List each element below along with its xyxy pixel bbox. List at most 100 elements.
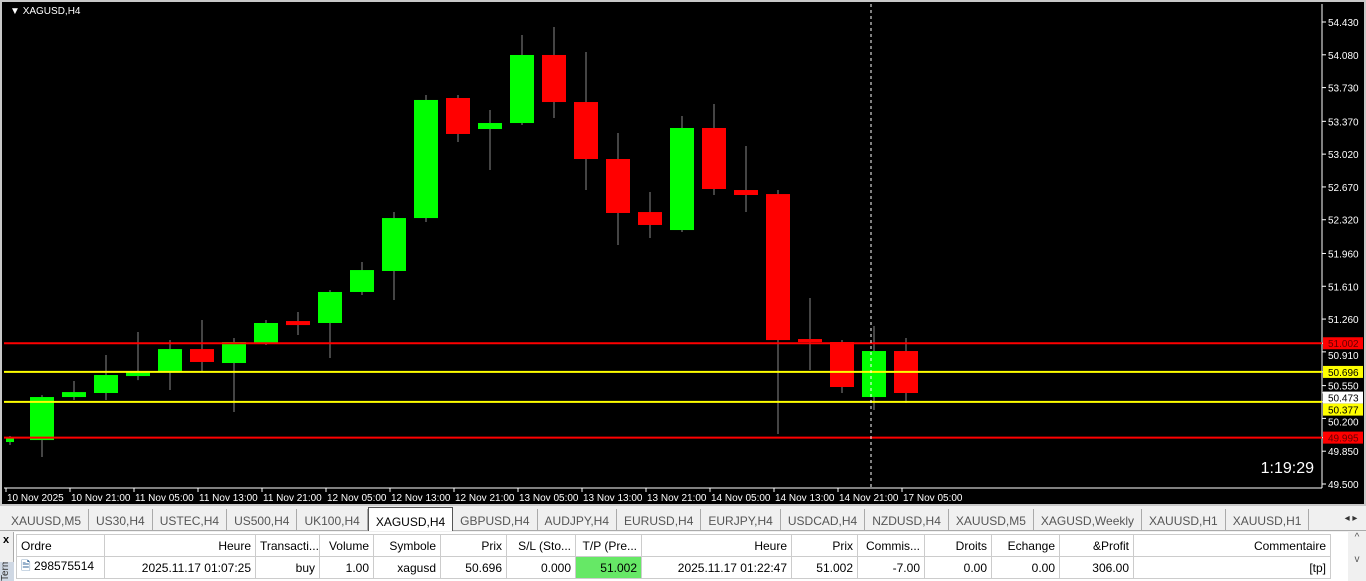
chart-tab[interactable]: XAGUSD,H4	[367, 507, 454, 531]
column-header[interactable]: Transacti...	[255, 534, 320, 557]
chart-tab[interactable]: XAGUSD,Weekly	[1034, 509, 1143, 531]
time-tick-label: 11 Nov 13:00	[199, 493, 258, 504]
table-cell: 1.00	[319, 556, 374, 579]
chart-tab[interactable]: USTEC,H4	[153, 509, 228, 531]
terminal-side-bar: x Terminal	[0, 532, 14, 581]
tab-strip: XAUUSD,M5 US30,H4 USTEC,H4 US500,H4 UK100,H4…	[4, 507, 1336, 531]
price-tick-label: 49.850	[1328, 447, 1359, 458]
bullish-candle	[350, 270, 374, 292]
column-header[interactable]: Heure	[104, 534, 256, 557]
chart-tab[interactable]: EURJPY,H4	[701, 509, 781, 531]
column-header[interactable]: T/P (Pre...	[575, 534, 642, 557]
bullish-candle	[62, 392, 86, 398]
bullish-candle	[862, 351, 886, 398]
chart-tab[interactable]: AUDJPY,H4	[538, 509, 618, 531]
bullish-candle	[126, 371, 150, 377]
table-cell: 0.00	[924, 556, 992, 579]
time-tick-label: 12 Nov 05:00	[327, 493, 387, 504]
price-tick-label: 53.370	[1328, 117, 1359, 128]
chart-tabs: XAUUSD,M5 US30,H4 USTEC,H4 US500,H4 UK100,H4…	[0, 507, 1366, 531]
price-level-label: 51.002	[1328, 339, 1359, 350]
column-header[interactable]: S/L (Sto...	[506, 534, 576, 557]
table-cell: xagusd	[373, 556, 441, 579]
cell-value: 1.00	[345, 560, 369, 575]
column-header[interactable]: Droits	[924, 534, 992, 557]
time-tick-label: 14 Nov 05:00	[711, 493, 771, 504]
price-tick-label: 51.260	[1328, 315, 1359, 326]
table-cell: -7.00	[857, 556, 925, 579]
table-cell: buy	[255, 556, 320, 579]
bearish-candle	[734, 190, 758, 195]
column-header[interactable]: Commentaire	[1133, 534, 1331, 557]
time-tick-label: 17 Nov 05:00	[903, 493, 963, 504]
symbol-label: XAGUSD,H4	[22, 6, 81, 17]
price-tick-label: 50.550	[1328, 382, 1359, 393]
bullish-candle	[382, 218, 406, 271]
bullish-candle	[670, 127, 694, 231]
table-cell: 0.000	[506, 556, 576, 579]
chart-tab[interactable]: XAUUSD,M5	[4, 509, 90, 531]
chart-tab[interactable]: US500,H4	[227, 509, 298, 531]
bullish-candle	[510, 54, 534, 124]
bullish-candle	[30, 397, 54, 441]
bullish-candle	[158, 349, 182, 373]
price-tick-label: 51.960	[1328, 249, 1359, 260]
chart-tab[interactable]: XAUUSD,M5	[949, 509, 1034, 531]
price-tick-label: 50.910	[1328, 351, 1359, 362]
cell-value: [tp]	[1309, 560, 1326, 575]
chart-symbol-title[interactable]: ▼ XAGUSD,H4	[10, 6, 80, 17]
vertical-scrollbar[interactable]: ^ v	[1348, 532, 1366, 581]
order-document-icon: 🗎	[21, 559, 34, 573]
cell-value: 306.00	[1092, 560, 1129, 575]
time-tick-label: 12 Nov 21:00	[455, 493, 515, 504]
table-row[interactable]: 🗎 298575514 2025.11.17 01:07:25 buy 1.00 xag…	[16, 556, 1331, 579]
table-cell: 51.002	[791, 556, 858, 579]
chart-tab[interactable]: USDCAD,H4	[781, 509, 866, 531]
candle-timer: 1:19:29	[1260, 460, 1314, 477]
column-header[interactable]: Symbole	[373, 534, 441, 557]
column-header[interactable]: Echange	[991, 534, 1060, 557]
terminal-label: Terminal	[0, 562, 14, 581]
column-header[interactable]: Commis...	[857, 534, 925, 557]
bullish-candle	[6, 438, 14, 443]
bearish-candle	[702, 127, 726, 189]
chart-tab[interactable]: UK100,H4	[297, 509, 368, 531]
cell-value: buy	[295, 560, 315, 575]
bullish-candle	[94, 375, 118, 394]
current-price-label: 50.473	[1328, 394, 1359, 405]
chart-tab[interactable]: US30,H4	[89, 509, 153, 531]
price-level-label: 50.377	[1328, 406, 1359, 417]
cell-value: 51.002	[600, 560, 637, 575]
cell-value: 0.00	[1031, 560, 1055, 575]
price-tick-label: 54.080	[1328, 51, 1359, 62]
chart-tab[interactable]: GBPUSD,H4	[453, 509, 538, 531]
column-header[interactable]: Heure	[641, 534, 792, 557]
price-tick-label: 53.020	[1328, 150, 1359, 161]
bearish-candle	[542, 54, 566, 103]
time-tick-label: 11 Nov 05:00	[135, 493, 194, 504]
chart-tab[interactable]: NZDUSD,H4	[865, 509, 949, 531]
time-tick-label: 13 Nov 13:00	[583, 493, 643, 504]
cell-value: 2025.11.17 01:07:25	[141, 560, 251, 575]
tab-scroll-arrows-icon[interactable]: ◂ ▸	[1344, 513, 1358, 524]
cell-value: xagusd	[397, 560, 436, 575]
price-tick-label: 54.430	[1328, 18, 1359, 29]
column-header[interactable]: Prix	[440, 534, 507, 557]
bearish-candle	[190, 349, 214, 362]
price-chart[interactable]: 10 Nov 2025 10 Nov 21:00 11 Nov 05:00 11 No…	[0, 0, 1366, 506]
cell-value: 0.000	[540, 560, 571, 575]
column-header[interactable]: &Profit	[1059, 534, 1134, 557]
price-level-tag	[1323, 403, 1363, 416]
price-tick-label: 51.610	[1328, 282, 1359, 293]
column-header[interactable]: Volume	[319, 534, 374, 557]
column-header[interactable]: Ordre	[16, 534, 105, 557]
close-icon[interactable]: x	[3, 534, 10, 546]
candlestick-chart[interactable]: 10 Nov 2025 10 Nov 21:00 11 Nov 05:00 11 No…	[2, 2, 1364, 504]
dropdown-triangle-icon: ▼	[10, 6, 20, 17]
chart-tab[interactable]: XAUUSD,H1	[1142, 509, 1226, 531]
chart-tab[interactable]: EURUSD,H4	[617, 509, 702, 531]
chart-tab[interactable]: XAUUSD,H1	[1226, 509, 1310, 531]
column-header[interactable]: Prix	[791, 534, 858, 557]
bearish-candle	[766, 194, 790, 341]
bullish-candle	[414, 99, 438, 219]
